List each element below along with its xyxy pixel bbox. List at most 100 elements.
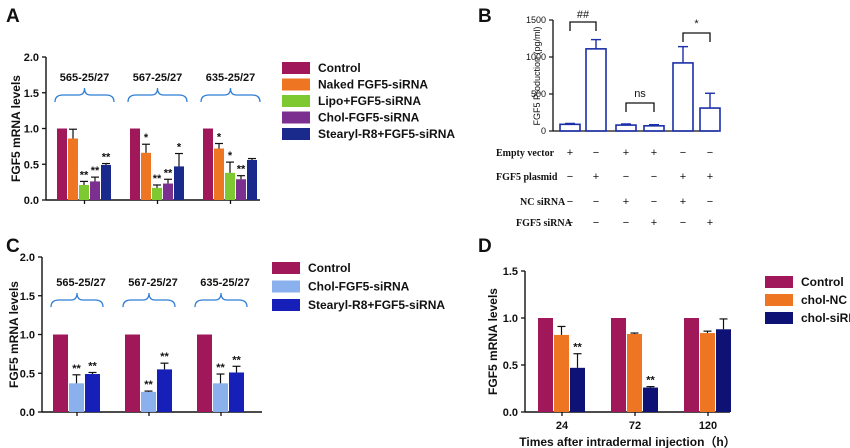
panel-b-y-tick-label: 1500	[526, 15, 546, 25]
panel-b-condition-mark: −	[593, 217, 599, 229]
panel-a-bar	[130, 128, 140, 200]
panel-d-x-tick-label: 24	[556, 420, 569, 432]
panel-d-y-tick-label: 0.5	[503, 360, 518, 372]
panel-letter-b: B	[478, 6, 492, 27]
panel-b-condition-mark: −	[567, 196, 573, 208]
panel-a-significance-label: **	[102, 152, 111, 164]
panel-a-legend-swatch	[282, 95, 310, 107]
panel-a-legend-swatch	[282, 78, 310, 91]
panel-b-condition-mark: +	[593, 171, 599, 183]
panel-a-group-label: 567-25/27	[133, 72, 183, 84]
panel-d-bar	[570, 367, 585, 412]
panel-c-group-label: 567-25/27	[128, 277, 178, 289]
panel-c-group-brace	[194, 292, 248, 308]
panel-a-group-brace	[200, 87, 261, 103]
panel-d-legend-label: Control	[801, 275, 844, 289]
panel-a-chart: 0.00.51.01.52.0** ****565-25/27*** ***567-…	[9, 52, 455, 207]
panel-b-condition-mark: −	[651, 171, 657, 183]
panel-c-significance-label: **	[144, 379, 153, 391]
panel-a-bar	[57, 128, 67, 200]
panel-c-legend-swatch	[272, 262, 300, 274]
panel-c-bar	[197, 334, 212, 412]
panel-b-y-tick-label: 1000	[526, 52, 546, 62]
panel-a-y-tick-label: 1.5	[24, 88, 39, 100]
panel-c-bar	[85, 374, 100, 412]
panel-d-bar	[611, 318, 626, 412]
panel-d-chart: 0.0 0.5 1.0 1.5 ** 24 ** 72 120 FGF5 mRNA levels T…	[486, 266, 850, 448]
panel-a-y-axis-label: FGF5 mRNA levels	[9, 75, 23, 182]
panel-a-bar	[236, 179, 246, 200]
panel-c-legend-label: Chol-FGF5-siRNA	[308, 280, 410, 294]
panel-b-chart: 0 500 1000 1500 ## ns * FGF5 Production (pg/ml)…	[496, 9, 721, 229]
panel-b-condition-mark: −	[651, 196, 657, 208]
panel-c-group-label: 565-25/27	[56, 277, 106, 289]
panel-a-bar	[174, 166, 184, 200]
panel-c-y-tick-label: 2.0	[20, 252, 35, 264]
panel-c-y-axis-label: FGF5 mRNA levels	[7, 281, 21, 388]
panel-a-significance-label: **	[91, 165, 100, 177]
panel-a-significance-label: **	[164, 167, 173, 179]
panel-a-legend-swatch	[282, 128, 310, 140]
panel-d-y-tick-label: 1.5	[503, 266, 518, 278]
panel-c-group-label: 635-25/27	[200, 277, 250, 289]
panel-b-condition-mark: −	[680, 147, 686, 159]
panel-a-bar	[163, 183, 173, 200]
panel-a-significance-label: **	[80, 169, 89, 181]
panel-c-y-tick-label: 1.0	[20, 330, 35, 342]
panel-b-condition-mark: −	[707, 147, 713, 159]
panel-a-y-tick-label: 2.0	[24, 52, 39, 64]
panel-b-condition-mark: −	[593, 147, 599, 159]
panel-d-y-tick-label: 0.0	[503, 407, 518, 419]
panel-a-bar	[90, 181, 100, 200]
panel-a-legend-label: Stearyl-R8+FGF5-siRNA	[318, 127, 455, 141]
panel-a-significance-label: **	[237, 164, 246, 176]
panel-b-condition-mark: −	[567, 217, 573, 229]
panel-a-group-brace	[54, 87, 115, 103]
panel-b-condition-mark: −	[707, 196, 713, 208]
panel-a-bar	[141, 152, 151, 200]
panel-b-bar	[643, 125, 665, 132]
panel-b-condition-mark: +	[623, 147, 629, 159]
panel-b-condition-mark: +	[707, 217, 713, 229]
panel-a-y-tick-label: 1.0	[24, 124, 39, 136]
panel-a-bar	[214, 148, 224, 200]
panel-c-y-tick-label: 0.5	[20, 368, 35, 380]
panel-d-bar	[627, 333, 642, 412]
panel-d-bar	[684, 318, 699, 412]
panel-d-x-tick-label: 72	[629, 420, 641, 432]
panel-a-significance-label: *	[177, 142, 182, 154]
panel-d-x-tick-label: 120	[699, 420, 717, 432]
panel-a-bar	[203, 128, 213, 200]
panel-letter-c: C	[6, 236, 20, 257]
panel-b-bar	[585, 48, 607, 132]
panel-c-bar	[141, 391, 156, 412]
panel-b-condition-label: Empty vector	[496, 148, 555, 159]
panel-a-bar	[101, 164, 111, 200]
panel-a-bar	[79, 184, 89, 200]
panel-b-condition-mark: +	[623, 196, 629, 208]
panel-b-bar	[672, 62, 694, 132]
panel-b-y-tick-label: 0	[541, 126, 546, 136]
panel-b-condition-mark: −	[593, 196, 599, 208]
panel-c-legend-swatch	[272, 299, 300, 311]
panel-a-significance-label: *	[144, 132, 149, 144]
panel-b-condition-mark: +	[651, 217, 657, 229]
panel-a-legend-swatch	[282, 62, 310, 74]
panel-d-legend-swatch	[765, 276, 793, 288]
panel-d-legend-swatch	[765, 312, 793, 324]
panel-letter-d: D	[478, 236, 492, 257]
panel-b-significance-bracket	[569, 21, 597, 31]
panel-a-y-tick-label: 0.0	[24, 195, 39, 207]
panel-a-significance-label: *	[217, 132, 222, 144]
panel-b-significance-label: ns	[634, 88, 646, 100]
panel-a-y-tick-label: 0.5	[24, 159, 39, 171]
panel-d-legend-label: chol-NC	[801, 293, 847, 307]
panel-b-significance-label: ##	[577, 9, 590, 21]
panel-d-bar	[700, 333, 715, 412]
panel-a-group-brace	[127, 87, 188, 103]
panel-b-condition-mark: +	[707, 171, 713, 183]
panel-c-significance-label: **	[232, 354, 241, 366]
panel-c-significance-label: **	[88, 360, 97, 372]
panel-a-legend-swatch	[282, 111, 310, 124]
